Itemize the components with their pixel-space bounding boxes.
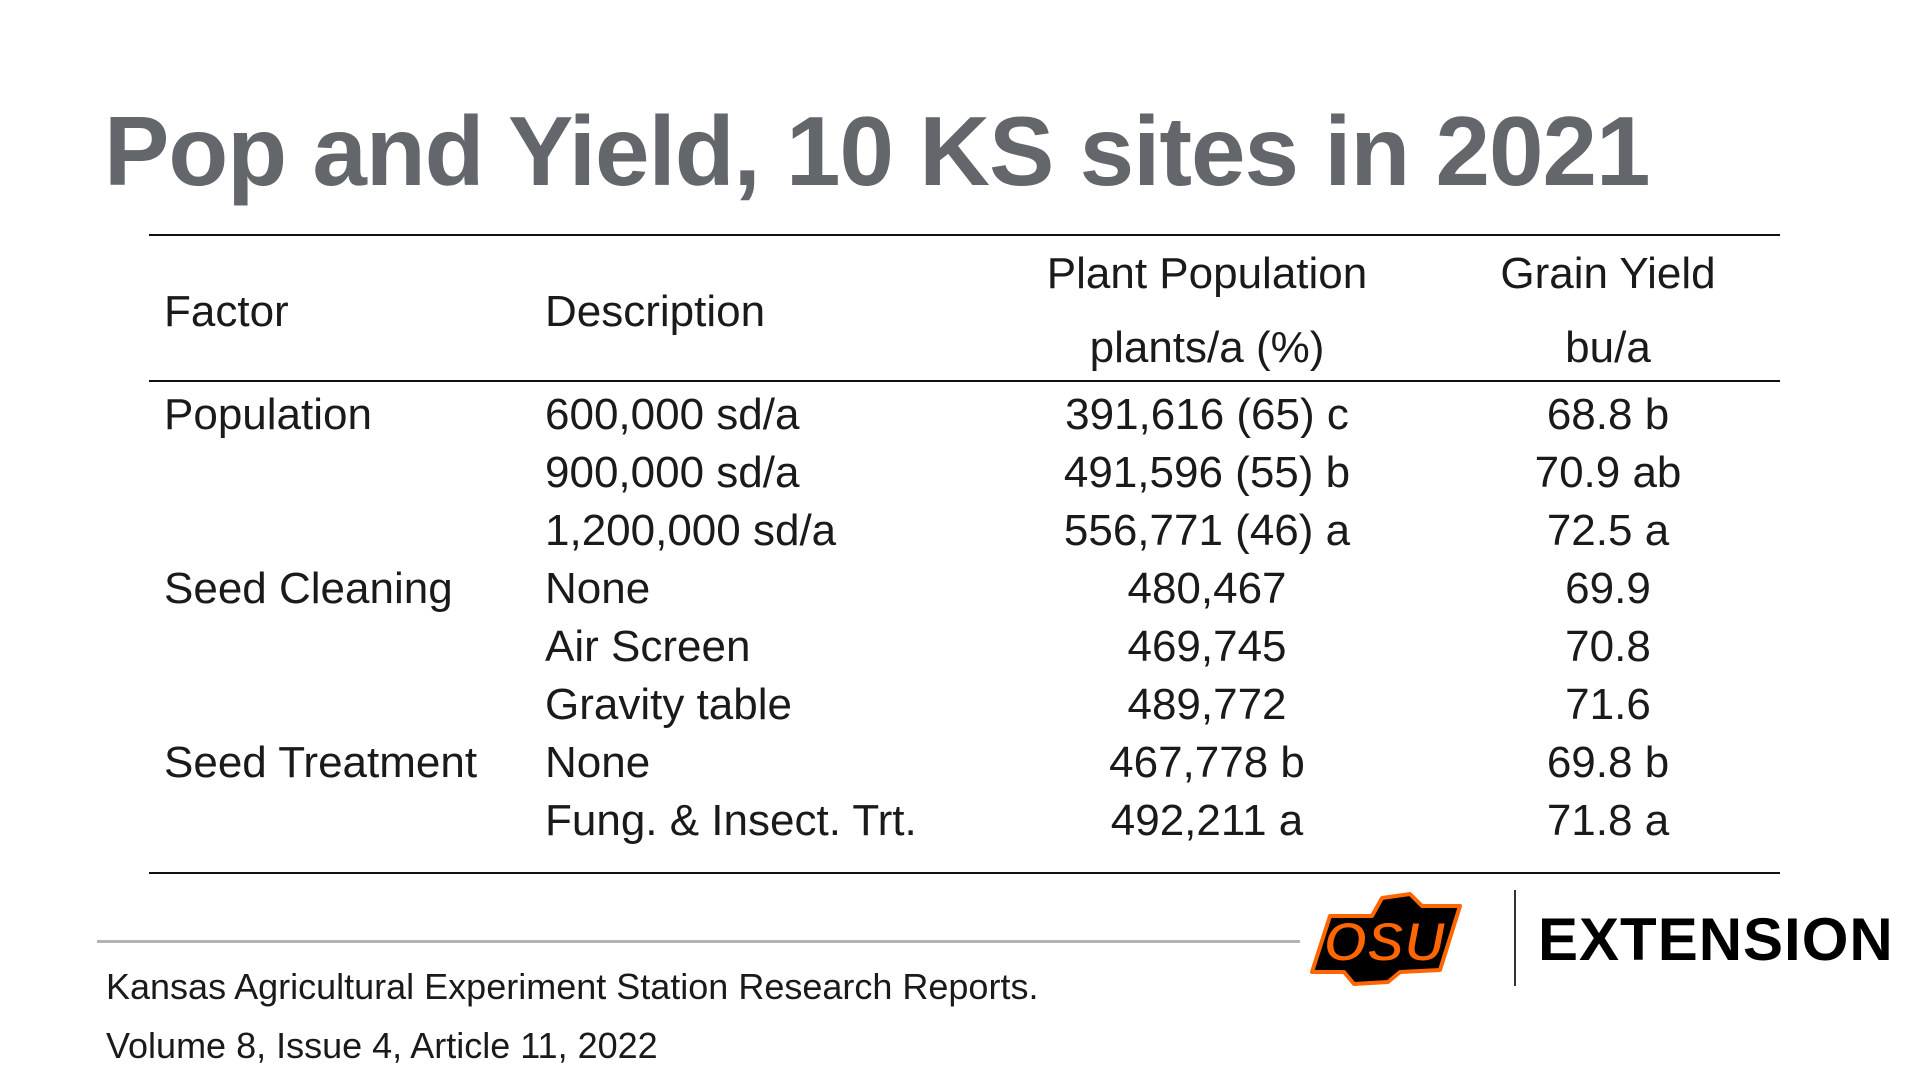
cell-description: Gravity table bbox=[545, 680, 792, 729]
citation-line-2: Volume 8, Issue 4, Article 11, 2022 bbox=[106, 1025, 658, 1066]
cell-grain-yield: 68.8 b bbox=[1546, 390, 1670, 439]
osu-logo-text: OSU bbox=[1323, 910, 1446, 973]
header-description: Description bbox=[545, 287, 766, 336]
table-header-rule bbox=[149, 380, 1780, 382]
cell-description: None bbox=[545, 564, 651, 613]
header-plant-population: Plant Population bbox=[1046, 249, 1368, 298]
osu-logo: OSU bbox=[1310, 892, 1462, 986]
cell-plant-population: 391,616 (65) c bbox=[1065, 390, 1349, 439]
page-title: Pop and Yield, 10 KS sites in 2021 bbox=[104, 96, 1651, 206]
logo-divider bbox=[1514, 890, 1516, 986]
cell-grain-yield: 70.8 bbox=[1565, 622, 1651, 671]
header-grain-yield-unit: bu/a bbox=[1565, 323, 1651, 372]
cell-plant-population: 469,745 bbox=[1127, 622, 1287, 671]
cell-factor: Population bbox=[164, 390, 372, 439]
cell-grain-yield: 69.8 b bbox=[1546, 738, 1670, 787]
cell-description: Fung. & Insect. Trt. bbox=[545, 796, 917, 845]
cell-grain-yield: 72.5 a bbox=[1546, 506, 1670, 555]
cell-plant-population: 489,772 bbox=[1127, 680, 1287, 729]
citation-line-1: Kansas Agricultural Experiment Station R… bbox=[106, 966, 1039, 1007]
extension-label: EXTENSION bbox=[1538, 906, 1894, 973]
footer-divider bbox=[97, 940, 1300, 943]
cell-grain-yield: 70.9 ab bbox=[1534, 448, 1682, 497]
table-top-rule bbox=[149, 234, 1780, 236]
cell-description: None bbox=[545, 738, 651, 787]
header-grain-yield: Grain Yield bbox=[1500, 249, 1716, 298]
header-plant-population-unit: plants/a (%) bbox=[1089, 323, 1325, 372]
cell-plant-population: 467,778 b bbox=[1109, 738, 1305, 787]
cell-factor: Seed Cleaning bbox=[164, 564, 453, 613]
cell-factor: Seed Treatment bbox=[164, 738, 478, 787]
table-bottom-rule bbox=[149, 872, 1780, 874]
cell-plant-population: 492,211 a bbox=[1110, 796, 1304, 845]
cell-description: 900,000 sd/a bbox=[545, 448, 800, 497]
cell-plant-population: 556,771 (46) a bbox=[1063, 506, 1351, 555]
cell-grain-yield: 71.8 a bbox=[1546, 796, 1670, 845]
cell-plant-population: 480,467 bbox=[1127, 564, 1287, 613]
cell-description: 1,200,000 sd/a bbox=[545, 506, 837, 555]
cell-description: 600,000 sd/a bbox=[545, 390, 800, 439]
header-factor: Factor bbox=[164, 287, 289, 336]
cell-description: Air Screen bbox=[545, 622, 751, 671]
cell-grain-yield: 71.6 bbox=[1565, 680, 1651, 729]
cell-plant-population: 491,596 (55) b bbox=[1063, 448, 1351, 497]
cell-grain-yield: 69.9 bbox=[1565, 564, 1651, 613]
